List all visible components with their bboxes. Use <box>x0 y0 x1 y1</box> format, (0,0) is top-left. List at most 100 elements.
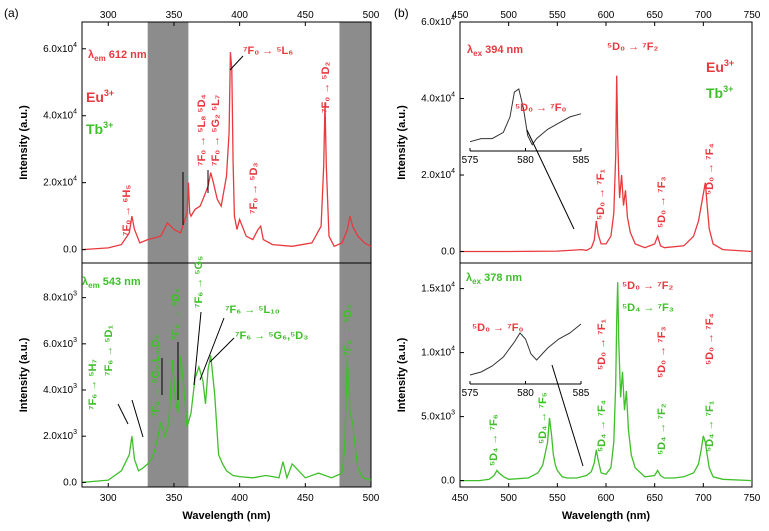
top-tick-label-2-1: 500 <box>500 10 517 21</box>
panel-b-label: (b) <box>394 6 409 20</box>
top-tick-label-2-3: 600 <box>598 10 615 21</box>
ylabel-0: Intensity (a.u.) <box>18 105 30 180</box>
series-line-0 <box>81 52 372 251</box>
a-top-eu-label: Eu3+ <box>86 88 114 105</box>
a-bot-transition-6: ⁷F₆ → ⁵L₁₀ <box>225 304 280 316</box>
top-tick-label-0-3: 450 <box>297 10 314 21</box>
ytick-label-3-2: 1.0x104 <box>421 346 455 359</box>
ytick-label-0-2: 4.0x104 <box>43 109 77 122</box>
b-bot-lambda: λex 378 nm <box>466 272 522 286</box>
top-tick-label-0-2: 400 <box>231 10 248 21</box>
b-bot-transition-3: ⁵D₄ → ⁷F₃ <box>622 302 674 314</box>
xtick-label-3-1: 500 <box>500 493 517 504</box>
ytick-label-3-1: 5.0x103 <box>421 410 455 423</box>
xlabel-1: Wavelength (nm) <box>182 510 271 522</box>
xtick-label-1-2: 400 <box>231 493 248 504</box>
b-top-transition-4: ⁵D₀ → ⁷F₃ <box>656 176 668 228</box>
a-bot-transition-4: ⁷F₆ → ⁵D₄ <box>170 288 182 340</box>
arrow-a-bot-6 <box>199 317 225 381</box>
b-top-transition-1: ⁵D₀ → ⁷F₀ <box>515 102 566 114</box>
a-top-transition-1: ⁷F₀ → ⁶H₅ <box>121 185 133 236</box>
b-bot-transition-2: ⁵D₀ → ⁷F₂ <box>622 280 673 292</box>
b-top-transition-2: ⁵D₀ → ⁷F₂ <box>607 41 658 53</box>
top-tick-label-2-2: 550 <box>549 10 566 21</box>
inset-tick-label-3-2: 585 <box>573 388 590 399</box>
panel-0: 0.0 2.0x104 4.0x104 6.0x104 Intensity (a.u.)… <box>18 10 380 264</box>
b-top-eu-label: Eu3+ <box>706 58 734 75</box>
a-bot-transition-2: ⁷F₆ → ⁵D₁ <box>103 325 115 376</box>
b-top-transition-3: ⁵D₀ → ⁷F₁ <box>595 169 607 220</box>
arrow-a-bot-5 <box>193 311 202 386</box>
ytick-label-1-3: 6.0x103 <box>43 337 77 350</box>
a-bot-lambda: λem 543 nm <box>82 276 141 290</box>
ytick-label-0-1: 2.0x104 <box>43 176 77 189</box>
b-bot-transition-1: ⁵D₀ → ⁷F₀ <box>472 322 523 334</box>
top-tick-label-2-6: 750 <box>744 10 761 21</box>
xtick-label-3-0: 450 <box>452 493 469 504</box>
arrow-a-top-3 <box>229 55 244 71</box>
b-top-tb-label: Tb3+ <box>706 84 733 101</box>
top-tick-label-2-0: 450 <box>452 10 469 21</box>
panel-1: 0.0 2.0x103 4.0x103 6.0x103 8.0x103 Intensity… <box>18 262 380 522</box>
top-tick-label-2-4: 650 <box>646 10 663 21</box>
xtick-label-1-4: 500 <box>363 493 380 504</box>
b-top-lambda: λex 394 nm <box>467 44 523 58</box>
panel-3: 0.0 5.0x103 1.0x104 1.5x104 Intensity (a.u.)… <box>396 262 761 522</box>
a-bot-transition-1: ⁷F₆ → ⁵H₇ <box>87 359 99 410</box>
a-top-transition-2: ⁷F₀ → ⁵L₈ ⁵D₄ <box>196 94 208 166</box>
a-bot-transition-5: ⁷F₆ → ⁵G₅ <box>193 256 205 308</box>
ytick-label-0-0: 0.0 <box>63 245 77 256</box>
a-top-lambda: λem 612 nm <box>88 49 147 63</box>
inset-tick-label-3-0: 575 <box>462 388 479 399</box>
xtick-label-1-3: 450 <box>297 493 314 504</box>
xtick-label-1-1: 350 <box>166 493 183 504</box>
a-bot-transition-7: ⁷F₆ → ⁵G₆,⁵D₃ <box>235 330 308 342</box>
a-bot-transition-8: ⁷F₆ → ⁵D₄ <box>342 304 354 356</box>
a-top-tb-label: Tb3+ <box>86 120 113 137</box>
plot-frame-3 <box>459 262 753 488</box>
ytick-label-0-3: 6.0x104 <box>43 42 77 55</box>
b-bot-transition-8: ⁵D₄ → ⁷F₂ <box>656 403 668 455</box>
ytick-label-1-1: 2.0x103 <box>43 429 77 442</box>
ytick-label-2-3: 6.0x104 <box>421 15 455 28</box>
inset-line-3 <box>469 323 582 376</box>
ytick-label-2-2: 4.0x104 <box>421 92 455 105</box>
xtick-label-3-6: 750 <box>744 493 761 504</box>
b-bot-transition-6: ⁵D₄ → ⁷F₄ <box>596 400 608 452</box>
xtick-label-3-5: 700 <box>695 493 712 504</box>
xtick-label-3-3: 600 <box>598 493 615 504</box>
xtick-label-3-2: 550 <box>549 493 566 504</box>
a-top-transition-3: ⁷F₀ → ⁵G₂ ⁵L₇ <box>210 95 222 166</box>
arrow-a-bot-2 <box>131 399 144 438</box>
b-bot-transition-11: ⁵D₀ → ⁷F₄ <box>704 313 716 365</box>
ylabel-2: Intensity (a.u.) <box>396 105 408 180</box>
a-top-transition-5: ⁷F₀ → ⁵D₂ <box>320 62 332 113</box>
ytick-label-3-3: 1.5x104 <box>421 282 455 295</box>
panel-a-label: (a) <box>4 6 19 20</box>
b-bot-transition-7: ⁵D₀ → ⁷F₁ <box>596 319 608 370</box>
inset-tick-label-2-2: 585 <box>573 155 590 166</box>
plot-frame-1 <box>81 262 372 488</box>
b-bot-transition-10: ⁵D₄ → ⁷F₁ <box>704 400 716 452</box>
ytick-label-1-2: 4.0x103 <box>43 383 77 396</box>
b-bot-transition-9: ⁵D₀ → ⁷F₃ <box>656 326 668 378</box>
ylabel-3: Intensity (a.u.) <box>396 337 408 412</box>
shaded-region-0-1 <box>339 22 371 263</box>
ylabel-1: Intensity (a.u.) <box>18 337 30 412</box>
xlabel-3: Wavelength (nm) <box>562 510 651 522</box>
inset-tick-label-2-0: 575 <box>462 155 479 166</box>
inset-tick-label-2-1: 580 <box>517 155 534 166</box>
a-top-transition-6: ⁷F₀ → ⁵D₃ <box>248 162 260 214</box>
top-tick-label-2-5: 700 <box>695 10 712 21</box>
b-bot-transition-5: ⁵D₄ → ⁷F₅ <box>537 392 549 444</box>
a-top-transition-4: ⁷F₀ → ⁵L₆ <box>243 45 293 57</box>
arrow-a-bot-7 <box>209 337 235 363</box>
xtick-label-3-4: 650 <box>646 493 663 504</box>
arrow-b-bot <box>551 364 584 467</box>
top-tick-label-0-1: 350 <box>166 10 183 21</box>
top-tick-label-0-4: 500 <box>363 10 380 21</box>
series-line-2 <box>460 75 753 253</box>
series-line-1 <box>81 355 372 484</box>
ytick-label-2-1: 2.0x104 <box>421 168 455 181</box>
